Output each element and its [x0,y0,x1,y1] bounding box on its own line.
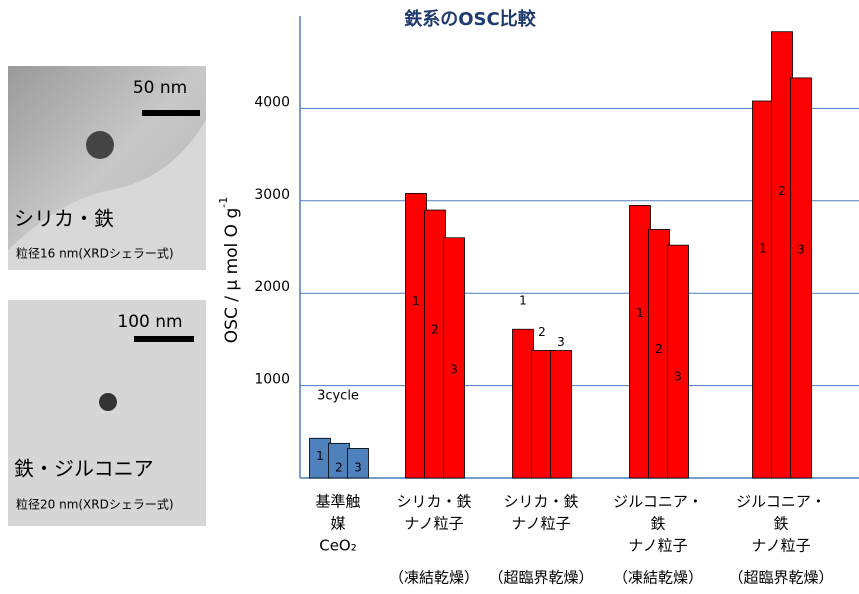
bar-label: 3 [354,461,362,475]
annotation: 3cycle [317,389,359,404]
y-axis-label-text: OSC / μ mol O g [222,208,242,343]
y-tick-label: 4000 [254,94,290,110]
size-label: 粒径16 nm(XRDシェラー式) [16,246,174,261]
x-tick-label: シリカ・鉄 [503,493,578,511]
x-tick-label: 基準触 [315,493,360,511]
bar [629,205,651,479]
bar-label: 3 [450,362,458,376]
image-label: 鉄・ジルコニア [14,457,154,481]
x-tick-sublabel: （超臨界乾燥） [488,569,593,587]
tem-region [8,120,206,270]
bar [550,350,572,479]
bar-label: 1 [412,294,420,308]
bar [424,209,446,479]
y-axis-label-sup: -1 [217,197,230,208]
y-axis-title: OSC / μ mol O g-1 [217,197,242,343]
y-tick-label: 1000 [254,372,290,388]
bar-label: 1 [636,306,644,320]
y-axis-label: OSC / μ mol O g-1 [217,197,242,343]
bar-label: 3 [674,370,682,384]
scale-label: 100 nm [117,312,182,332]
tem-image [8,300,206,526]
size-label: 粒径20 nm(XRDシェラー式) [16,497,174,512]
particle [86,131,114,159]
bar [443,237,465,479]
bar-label: 2 [335,461,343,475]
bar-label: 1 [759,242,767,256]
x-tick-label: 媒 [330,515,345,533]
x-tick-label: ナノ粒子 [628,537,687,555]
x-tick-label: CeO₂ [319,537,357,555]
y-tick-label: 3000 [254,187,290,203]
bar [531,350,553,479]
x-tick-label: ナノ粒子 [404,515,463,533]
bar-label: 2 [538,325,546,339]
bar-label: 1 [316,449,324,463]
bar [752,100,774,479]
bar [347,448,369,479]
x-tick-label: ナノ粒子 [751,537,810,555]
scale-bar [142,110,200,116]
chart-title: 鉄系のOSC比較 [404,8,536,30]
bar [512,328,534,479]
bar [405,193,427,479]
bar [771,31,793,479]
bar [667,244,689,479]
bar-label: 3 [557,335,565,349]
image-label: シリカ・鉄 [14,207,114,231]
bar-label: 1 [519,294,527,308]
x-tick-label: ジルコニア・ [613,493,703,511]
x-tick-label: 鉄 [773,515,788,533]
bar-label: 2 [778,184,786,198]
particle [99,393,117,411]
scale-label: 50 nm [133,78,187,98]
x-tick-label: ナノ粒子 [511,515,570,533]
x-tick-sublabel: （凍結乾燥） [389,569,479,587]
bar-label: 3 [797,242,805,256]
x-tick-label: 鉄 [650,515,665,533]
bar-label: 2 [655,342,663,356]
bar [790,77,812,479]
x-tick-label: ジルコニア・ [736,493,826,511]
x-tick-label: シリカ・鉄 [396,493,471,511]
y-tick-label: 2000 [254,279,290,295]
x-tick-sublabel: （超臨界乾燥） [728,569,833,587]
scale-bar [134,336,194,342]
bar-label: 2 [431,323,439,337]
x-tick-sublabel: （凍結乾燥） [613,569,703,587]
